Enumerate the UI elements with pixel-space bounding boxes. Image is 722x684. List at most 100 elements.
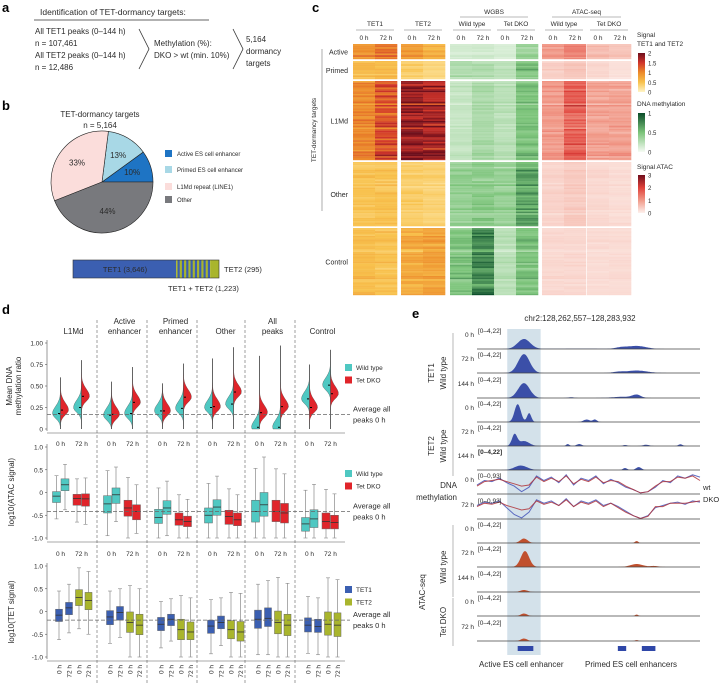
heatmap-cell: [375, 90, 398, 93]
chevron-2: [232, 28, 244, 70]
heatmap-cell: [450, 162, 473, 164]
box-tet-dko: [132, 504, 141, 521]
heatmap-cell: [542, 145, 565, 147]
heatmap-cell: [472, 280, 495, 283]
heatmap-cell: [587, 157, 610, 160]
heatmap-cell: [609, 122, 632, 125]
heatmap-cell: [353, 138, 376, 141]
heatmap-cell: [353, 181, 376, 183]
heatmap-cell: [401, 81, 424, 83]
heatmap-cell: [609, 75, 632, 78]
heatmap-cell: [353, 219, 376, 222]
heatmap-cell: [450, 75, 473, 78]
heatmap-cell: [423, 50, 446, 53]
heatmap-cell: [375, 153, 398, 155]
heatmap-cell: [401, 48, 424, 51]
heatmap-cell: [375, 166, 398, 169]
heatmap-cell: [472, 116, 495, 118]
heatmap-cell: [516, 245, 539, 248]
heatmap-cell: [516, 111, 539, 114]
heatmap-cell: [375, 222, 398, 225]
x-tick-label: 72 h: [238, 665, 245, 678]
heatmap-cell: [609, 261, 632, 264]
heatmap-cell: [450, 143, 473, 146]
heatmap-cell: [423, 148, 446, 150]
heatmap-cell: [494, 266, 517, 269]
heatmap-cell: [472, 255, 495, 257]
bar-segment-0: [73, 260, 177, 278]
heatmap-cell: [353, 236, 376, 238]
heatmap-cell: [472, 121, 495, 123]
heatmap-cell: [401, 98, 424, 101]
heatmap-cell: [375, 85, 398, 88]
x-tick-label: 72 h: [324, 441, 337, 448]
heatmap-cell: [472, 111, 495, 114]
heatmap-cell: [353, 210, 376, 212]
heatmap-cell: [375, 47, 398, 49]
heatmap-cell: [494, 290, 517, 293]
heatmap-cell: [587, 140, 610, 142]
heatmap-cell: [564, 271, 587, 273]
heatmap-cell: [353, 100, 376, 102]
heatmap-cell: [609, 163, 632, 166]
heatmap-cell: [494, 141, 517, 144]
heatmap-cell: [450, 62, 473, 65]
heatmap-cell: [564, 224, 587, 227]
legend-swatch: [345, 364, 352, 371]
heatmap-cell: [353, 242, 376, 245]
heatmap-cell: [516, 255, 539, 257]
heatmap-cell: [564, 129, 587, 131]
heatmap-cell: [542, 140, 565, 142]
heatmap-cell: [401, 184, 424, 187]
heatmap-cell: [450, 132, 473, 134]
heatmap-cell: [494, 250, 517, 253]
heatmap-cell: [472, 101, 495, 104]
heatmap-cell: [423, 153, 446, 155]
heatmap-cell: [472, 117, 495, 120]
heatmap-cell: [450, 187, 473, 190]
heatmap-cell: [401, 248, 424, 251]
x-tick-label: 72 h: [335, 665, 342, 678]
heatmap-cell: [423, 236, 446, 238]
heatmap-cell: [450, 137, 473, 139]
heatmap-cell: [516, 189, 539, 191]
panel-a-title: Identification of TET-dormancy targets:: [40, 7, 186, 17]
heatmap-cell: [609, 146, 632, 149]
heatmap-cell: [564, 90, 587, 93]
heatmap-cell: [423, 106, 446, 109]
heatmap-cell: [564, 213, 587, 215]
heatmap-cell: [353, 143, 376, 146]
y-axis-label: methylation ratio: [14, 356, 23, 415]
heatmap-cell: [450, 240, 473, 243]
heatmap-cell: [472, 119, 495, 122]
heatmap-cell: [375, 114, 398, 117]
heatmap-cell: [375, 97, 398, 99]
heatmap-cell: [401, 279, 424, 281]
heatmap-cell: [450, 151, 473, 154]
heatmap-cell: [450, 287, 473, 289]
heatmap-cell: [564, 105, 587, 107]
heatmap-cell: [542, 236, 565, 238]
heatmap-cell: [494, 50, 517, 53]
heatmap-cell: [401, 290, 424, 293]
heatmap-cell: [472, 210, 495, 212]
heatmap-cell: [516, 101, 539, 104]
y-axis-label: log10(ATAC signal): [7, 458, 16, 527]
heatmap-cell: [542, 122, 565, 125]
category-label: Other: [215, 327, 235, 336]
heatmap-cell: [353, 151, 376, 154]
track-range-label: [0–4,22]: [478, 425, 502, 432]
heatmap-cell: [401, 268, 424, 270]
heatmap-cell: [587, 231, 610, 233]
heatmap-cell: [375, 67, 398, 70]
heatmap-cell: [423, 138, 446, 141]
heatmap-cell: [423, 65, 446, 68]
heatmap-cell: [494, 165, 517, 167]
heatmap-cell: [542, 284, 565, 286]
heatmap-cell: [494, 61, 517, 63]
legend-swatch: [165, 150, 172, 157]
stripe: [190, 260, 193, 278]
heatmap-cell: [472, 253, 495, 256]
heatmap-cell: [564, 48, 587, 51]
reference-label: Average all: [353, 502, 391, 511]
